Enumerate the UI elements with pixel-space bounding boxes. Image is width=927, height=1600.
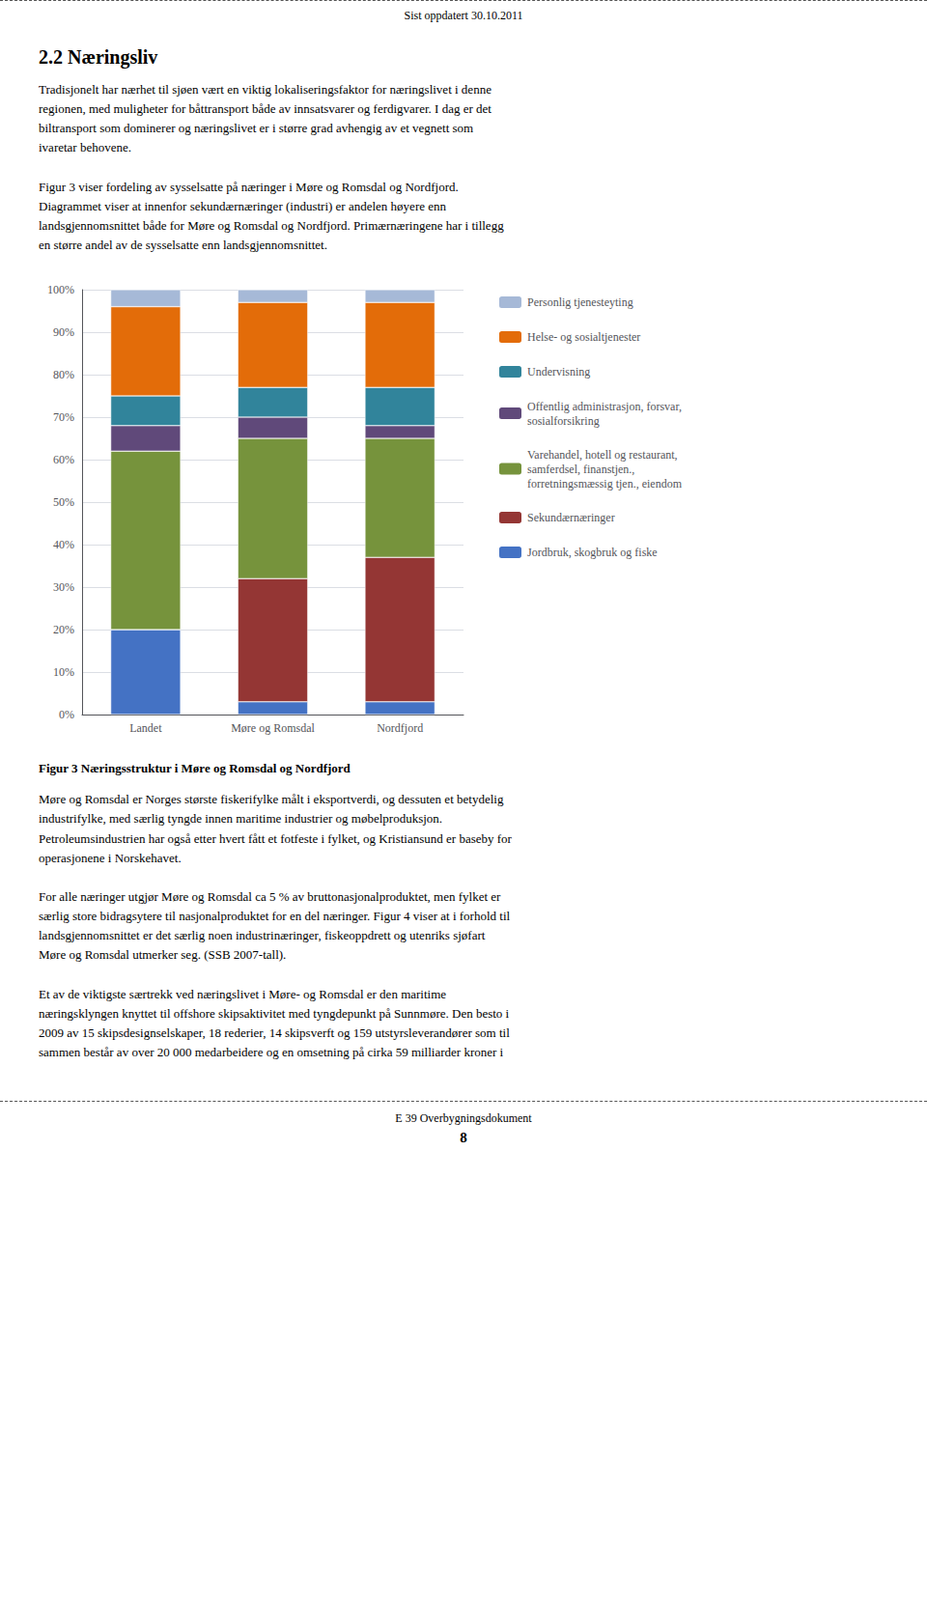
svg-text:30%: 30%	[53, 580, 75, 594]
svg-text:80%: 80%	[53, 367, 75, 382]
svg-text:Jordbruk, skogbruk og fiske: Jordbruk, skogbruk og fiske	[527, 545, 658, 560]
svg-text:70%: 70%	[53, 410, 75, 424]
svg-text:Helse- og sosialtjenester: Helse- og sosialtjenester	[527, 330, 641, 344]
html-text:8: 8	[459, 1129, 468, 1146]
svg-text:Møre og Romsdal: Møre og Romsdal	[230, 721, 315, 735]
html-text:2.2 Næringsliv: 2.2 Næringsliv	[38, 46, 158, 68]
svg-text:60%: 60%	[53, 452, 75, 467]
svg-text:Personlig tjenesteyting: Personlig tjenesteyting	[527, 295, 634, 309]
html-text:Figur 3 Næringsstruktur i Møre: Figur 3 Næringsstruktur i Møre og Romsda…	[38, 761, 351, 776]
svg-text:10%: 10%	[53, 665, 75, 679]
svg-text:50%: 50%	[53, 495, 75, 509]
svg-text:90%: 90%	[53, 325, 75, 339]
html-text:E 39 Overbygningsdokument: E 39 Overbygningsdokument	[395, 1111, 532, 1126]
svg-text:40%: 40%	[53, 537, 75, 552]
svg-text:forretningsmæssig tjen., eiend: forretningsmæssig tjen., eiendom	[527, 477, 683, 491]
svg-text:Nordfjord: Nordfjord	[376, 721, 423, 735]
svg-text:20%: 20%	[53, 622, 75, 637]
svg-text:sosialforsikring: sosialforsikring	[527, 414, 600, 428]
svg-text:Offentlig administrasjon, fors: Offentlig administrasjon, forsvar,	[527, 399, 682, 414]
html-text:Sist oppdatert 30.10.2011: Sist oppdatert 30.10.2011	[404, 8, 523, 23]
svg-text:Undervisning: Undervisning	[527, 365, 590, 379]
svg-text:Landet: Landet	[129, 721, 163, 735]
svg-text:Varehandel, hotell og restaura: Varehandel, hotell og restaurant,	[527, 448, 678, 462]
svg-text:samferdsel, finanstjen.,: samferdsel, finanstjen.,	[527, 462, 635, 477]
svg-text:100%: 100%	[47, 282, 75, 297]
svg-text:0%: 0%	[58, 707, 75, 722]
svg-text:Sekundærnæringer: Sekundærnæringer	[527, 510, 616, 525]
html-text:Tradisjonelt har nærhet til sj: Tradisjonelt har nærhet til sjøen vært e…	[38, 82, 504, 253]
html-text:Møre og Romsdal er Norges stør: Møre og Romsdal er Norges største fisker…	[38, 792, 512, 1060]
